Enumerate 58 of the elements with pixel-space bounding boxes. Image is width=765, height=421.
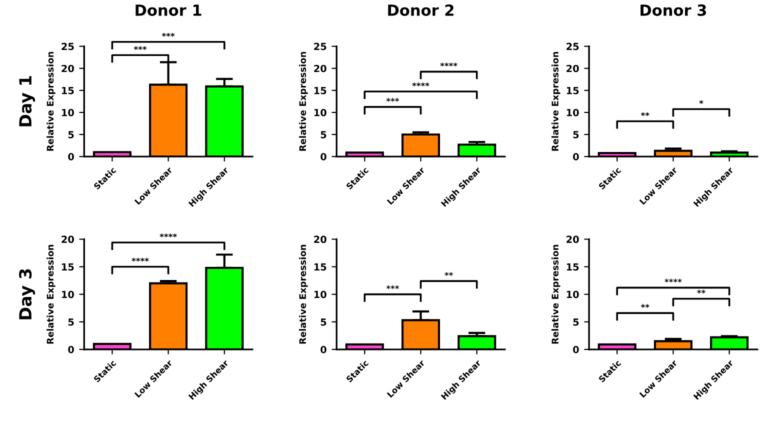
y-axis-title: Relative Expression [299, 244, 308, 344]
annotation: *** [386, 98, 400, 102]
y-tick-label: 0 [68, 346, 74, 354]
y-tick-label: 5 [68, 131, 74, 138]
y-axis-title: Relative Expression [46, 244, 56, 344]
annotation: **** [664, 278, 682, 283]
annotation: *** [134, 46, 147, 50]
chart-title: Donor 2 [388, 4, 454, 16]
y-tick-label: 0 [320, 153, 326, 160]
y-tick-label: 10 [566, 108, 579, 116]
text: Day 3 [19, 269, 35, 320]
annotation: ** [697, 290, 706, 294]
y-tick-label: 5 [573, 318, 579, 326]
y-axis-title: Relative Expression [46, 52, 56, 151]
annotation: ** [444, 272, 453, 276]
y-tick-label: 15 [314, 87, 326, 94]
y-tick-label: 10 [314, 290, 326, 298]
y-tick-label: 25 [314, 42, 326, 50]
text: **** [160, 233, 177, 238]
annotation: **** [440, 62, 458, 67]
annotation: **** [412, 82, 430, 86]
y-tick-label: 5 [320, 318, 326, 326]
y-tick-label: 10 [314, 108, 326, 116]
text: *** [162, 32, 175, 37]
y-tick-label: 15 [566, 87, 579, 94]
y-tick-label: 15 [62, 263, 74, 271]
annotation: *** [386, 285, 400, 290]
y-tick-label: 20 [62, 64, 74, 72]
y-tick-label: 20 [566, 236, 579, 244]
y-tick-label: 15 [314, 263, 326, 271]
y-tick-label: 25 [62, 42, 74, 50]
y-tick-label: 5 [68, 318, 74, 326]
y-tick-label: 0 [320, 346, 326, 354]
y-tick-label: 15 [62, 87, 74, 94]
y-tick-label: 0 [573, 346, 579, 354]
y-axis-title: Relative Expression [552, 244, 560, 344]
y-tick-label: 5 [573, 131, 579, 138]
y-axis-title: Relative Expression [299, 52, 308, 151]
y-tick-label: 5 [320, 131, 326, 138]
annotation: * [699, 100, 704, 104]
chart-title: Donor 3 [640, 4, 706, 16]
y-tick-label: 10 [62, 108, 74, 116]
y-axis-title: Relative Expression [552, 52, 560, 151]
annotation: ** [640, 304, 650, 308]
y-tick-label: 10 [566, 290, 579, 298]
y-tick-label: 20 [314, 64, 326, 72]
y-tick-label: 0 [573, 153, 579, 160]
y-tick-label: 20 [566, 64, 579, 72]
y-tick-label: 15 [566, 263, 579, 271]
y-tick-label: 20 [314, 236, 326, 244]
y-tick-label: 0 [68, 153, 74, 160]
annotation: **** [132, 258, 149, 262]
annotation: ** [640, 112, 650, 116]
y-tick-label: 25 [566, 42, 579, 50]
text: Day 1 [19, 76, 35, 126]
y-tick-label: 10 [62, 290, 74, 298]
y-tick-label: 20 [62, 236, 74, 244]
chart-title: Donor 1 [136, 4, 202, 16]
